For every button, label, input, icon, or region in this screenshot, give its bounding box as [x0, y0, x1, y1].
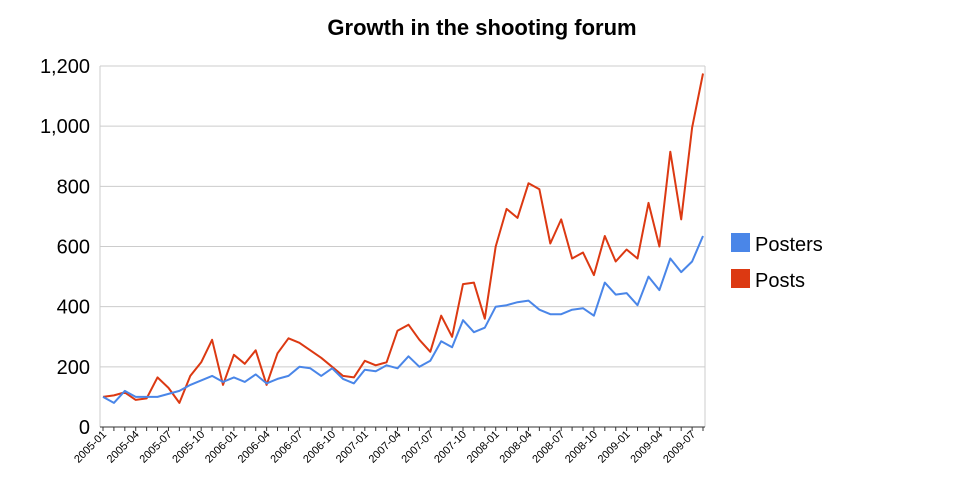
x-tick-label: 2009-04: [628, 429, 665, 466]
x-tick-label: 2005-07: [138, 429, 175, 466]
x-axis-ticks: 2005-012005-042005-072005-102006-012006-…: [72, 427, 704, 466]
legend: Posters Posts: [731, 233, 823, 292]
x-tick-label: 2006-04: [236, 429, 273, 466]
x-tick-label: 2009-01: [596, 429, 633, 466]
y-tick-label: 200: [57, 357, 90, 379]
x-tick-label: 2007-01: [334, 429, 371, 466]
y-tick-label: 1,200: [40, 56, 90, 78]
x-tick-label: 2008-04: [498, 429, 535, 466]
x-tick-label: 2008-01: [465, 429, 502, 466]
chart-title: Growth in the shooting forum: [327, 15, 636, 40]
legend-label-posters: Posters: [755, 234, 823, 256]
x-tick-label: 2007-07: [399, 429, 436, 466]
legend-swatch-posts: [731, 269, 750, 288]
legend-label-posts: Posts: [755, 270, 805, 292]
x-tick-label: 2005-01: [72, 429, 109, 466]
series-lines: [102, 73, 704, 404]
x-tick-label: 2005-10: [170, 429, 207, 466]
series-line-posts: [102, 73, 704, 404]
x-tick-label: 2006-07: [268, 429, 305, 466]
x-tick-label: 2006-01: [203, 429, 240, 466]
x-tick-label: 2005-04: [105, 429, 142, 466]
y-tick-label: 0: [79, 417, 90, 439]
x-tick-label: 2009-07: [661, 429, 698, 466]
y-tick-label: 1,000: [40, 116, 90, 138]
y-tick-label: 800: [57, 176, 90, 198]
series-line-posters: [102, 235, 704, 404]
y-tick-label: 600: [57, 237, 90, 259]
y-axis-ticks: 0 200 400 600 800 1,000 1,200: [40, 56, 90, 439]
x-tick-label: 2007-10: [432, 429, 469, 466]
y-tick-label: 400: [57, 297, 90, 319]
x-tick-label: 2008-07: [530, 429, 567, 466]
x-tick-label: 2007-04: [367, 429, 404, 466]
x-tick-label: 2008-10: [563, 429, 600, 466]
grid-lines: [99, 65, 706, 428]
x-tick-label: 2006-10: [301, 429, 338, 466]
legend-swatch-posters: [731, 233, 750, 252]
